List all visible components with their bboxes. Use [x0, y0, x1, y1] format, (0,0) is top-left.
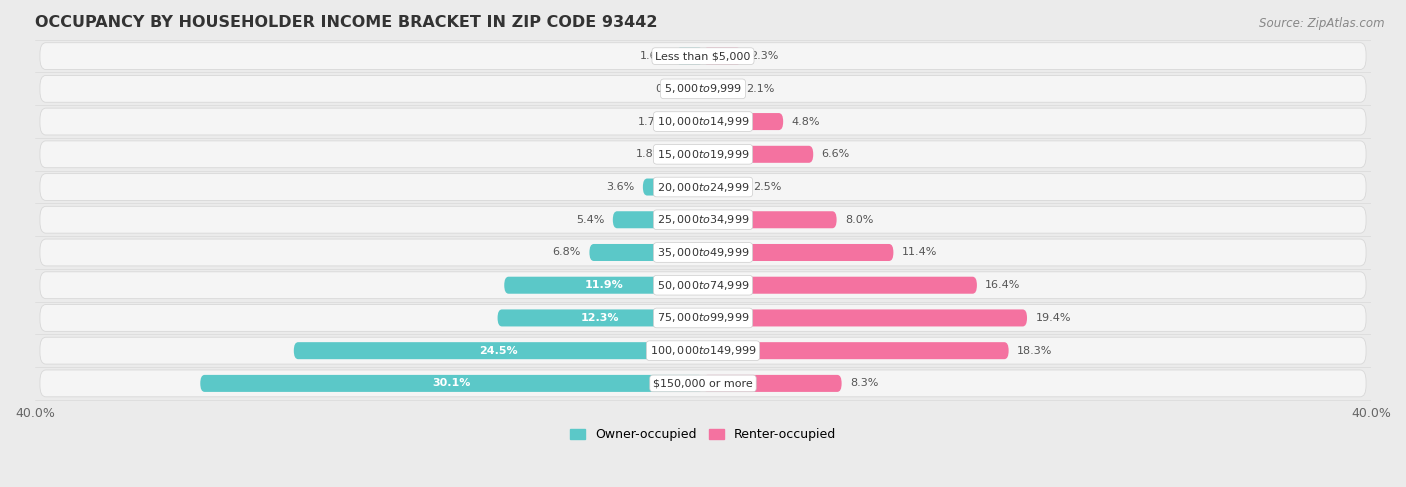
- FancyBboxPatch shape: [498, 309, 703, 326]
- FancyBboxPatch shape: [703, 48, 741, 65]
- FancyBboxPatch shape: [676, 48, 703, 65]
- Text: 8.3%: 8.3%: [851, 378, 879, 389]
- Text: 1.8%: 1.8%: [636, 150, 665, 159]
- Text: $5,000 to $9,999: $5,000 to $9,999: [664, 82, 742, 95]
- Text: 2.1%: 2.1%: [747, 84, 775, 94]
- FancyBboxPatch shape: [589, 244, 703, 261]
- Text: Less than $5,000: Less than $5,000: [655, 51, 751, 61]
- Text: $25,000 to $34,999: $25,000 to $34,999: [657, 213, 749, 226]
- Text: $15,000 to $19,999: $15,000 to $19,999: [657, 148, 749, 161]
- Text: 24.5%: 24.5%: [479, 346, 517, 356]
- Text: $10,000 to $14,999: $10,000 to $14,999: [657, 115, 749, 128]
- Text: 19.4%: 19.4%: [1035, 313, 1071, 323]
- FancyBboxPatch shape: [703, 179, 745, 196]
- FancyBboxPatch shape: [39, 75, 1367, 102]
- FancyBboxPatch shape: [703, 146, 813, 163]
- Text: 18.3%: 18.3%: [1017, 346, 1052, 356]
- Text: OCCUPANCY BY HOUSEHOLDER INCOME BRACKET IN ZIP CODE 93442: OCCUPANCY BY HOUSEHOLDER INCOME BRACKET …: [35, 15, 658, 30]
- Text: $150,000 or more: $150,000 or more: [654, 378, 752, 389]
- FancyBboxPatch shape: [703, 342, 1008, 359]
- Text: 4.8%: 4.8%: [792, 116, 820, 127]
- FancyBboxPatch shape: [673, 146, 703, 163]
- Text: 8.0%: 8.0%: [845, 215, 873, 225]
- FancyBboxPatch shape: [703, 277, 977, 294]
- Text: Source: ZipAtlas.com: Source: ZipAtlas.com: [1260, 17, 1385, 30]
- FancyBboxPatch shape: [703, 80, 738, 97]
- Text: $35,000 to $49,999: $35,000 to $49,999: [657, 246, 749, 259]
- Text: 2.5%: 2.5%: [754, 182, 782, 192]
- FancyBboxPatch shape: [39, 304, 1367, 331]
- FancyBboxPatch shape: [643, 179, 703, 196]
- FancyBboxPatch shape: [699, 80, 703, 97]
- Text: 1.6%: 1.6%: [640, 51, 668, 61]
- Text: 16.4%: 16.4%: [986, 280, 1021, 290]
- Text: 30.1%: 30.1%: [433, 378, 471, 389]
- FancyBboxPatch shape: [39, 239, 1367, 266]
- Legend: Owner-occupied, Renter-occupied: Owner-occupied, Renter-occupied: [565, 423, 841, 446]
- FancyBboxPatch shape: [703, 113, 783, 130]
- FancyBboxPatch shape: [39, 370, 1367, 397]
- FancyBboxPatch shape: [39, 206, 1367, 233]
- FancyBboxPatch shape: [703, 211, 837, 228]
- FancyBboxPatch shape: [613, 211, 703, 228]
- FancyBboxPatch shape: [39, 108, 1367, 135]
- FancyBboxPatch shape: [39, 272, 1367, 299]
- FancyBboxPatch shape: [675, 113, 703, 130]
- Text: $20,000 to $24,999: $20,000 to $24,999: [657, 181, 749, 193]
- FancyBboxPatch shape: [39, 141, 1367, 168]
- FancyBboxPatch shape: [703, 244, 893, 261]
- Text: 11.4%: 11.4%: [901, 247, 938, 258]
- Text: 11.9%: 11.9%: [585, 280, 623, 290]
- Text: $50,000 to $74,999: $50,000 to $74,999: [657, 279, 749, 292]
- Text: $100,000 to $149,999: $100,000 to $149,999: [650, 344, 756, 357]
- Text: 0.24%: 0.24%: [655, 84, 690, 94]
- Text: 2.3%: 2.3%: [749, 51, 778, 61]
- Text: $75,000 to $99,999: $75,000 to $99,999: [657, 312, 749, 324]
- Text: 12.3%: 12.3%: [581, 313, 620, 323]
- FancyBboxPatch shape: [505, 277, 703, 294]
- FancyBboxPatch shape: [39, 173, 1367, 201]
- FancyBboxPatch shape: [39, 43, 1367, 70]
- FancyBboxPatch shape: [703, 375, 842, 392]
- FancyBboxPatch shape: [39, 337, 1367, 364]
- FancyBboxPatch shape: [703, 309, 1026, 326]
- FancyBboxPatch shape: [200, 375, 703, 392]
- Text: 1.7%: 1.7%: [638, 116, 666, 127]
- FancyBboxPatch shape: [294, 342, 703, 359]
- Text: 3.6%: 3.6%: [606, 182, 634, 192]
- Text: 6.8%: 6.8%: [553, 247, 581, 258]
- Text: 5.4%: 5.4%: [576, 215, 605, 225]
- Text: 6.6%: 6.6%: [821, 150, 849, 159]
